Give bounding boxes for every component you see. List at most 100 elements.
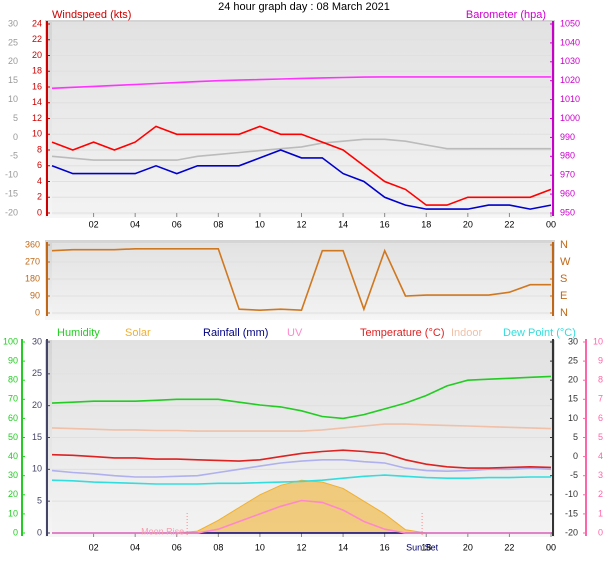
y-tick-label: 30	[568, 336, 578, 346]
y-tick-label: 10	[8, 508, 18, 518]
y-tick-label: 22	[32, 34, 42, 44]
y-tick-label: 270	[25, 256, 40, 266]
y-tick-label: 18	[32, 66, 42, 76]
y-tick-label: 0	[35, 307, 40, 317]
x-tick-label: 12	[296, 542, 306, 552]
y-tick-label: 8	[598, 375, 603, 385]
legend-label: UV	[287, 327, 303, 339]
y-tick-label: 1020	[560, 75, 580, 85]
y-tick-label: 1050	[560, 18, 580, 28]
y-tick-label: 7	[598, 394, 603, 404]
y-tick-label: 20	[8, 489, 18, 499]
y-tick-label: 1040	[560, 37, 580, 47]
y-tick-label: 10	[568, 413, 578, 423]
y-tick-label: 20	[32, 50, 42, 60]
y-tick-label: 70	[8, 394, 18, 404]
annotation: Moon Rise	[141, 526, 184, 536]
x-tick-label: 02	[89, 219, 99, 229]
y-tick-label: N	[560, 239, 568, 251]
y-tick-label: 8	[37, 144, 42, 154]
line	[51, 423, 552, 432]
y-tick-label: 0	[13, 527, 18, 537]
y-tick-label: W	[560, 256, 571, 268]
legend-label: Solar	[125, 327, 151, 339]
x-tick-label: 14	[338, 219, 348, 229]
y-tick-label: 25	[8, 37, 18, 47]
y-tick-label: -15	[5, 188, 18, 198]
y-tick-label: 10	[32, 129, 42, 139]
y-tick-label: 30	[32, 336, 42, 346]
y-tick-label: 60	[8, 413, 18, 423]
line	[51, 149, 552, 210]
x-tick-label: 20	[463, 542, 473, 552]
y-tick-label: 20	[32, 400, 42, 410]
x-tick-label: 04	[130, 542, 140, 552]
y-tick-label: 10	[593, 336, 603, 346]
y-tick-label: 90	[8, 355, 18, 365]
y-tick-label: 1000	[560, 113, 580, 123]
y-tick-label: -15	[565, 508, 578, 518]
y-tick-label: 30	[8, 18, 18, 28]
y-tick-label: 990	[560, 132, 575, 142]
x-tick-label: 18	[421, 219, 431, 229]
y-tick-label: 5	[37, 496, 42, 506]
y-tick-label: 15	[568, 394, 578, 404]
y-tick-label: 40	[8, 451, 18, 461]
y-tick-label: 5	[13, 113, 18, 123]
x-tick-label: 08	[213, 542, 223, 552]
y-tick-label: 3	[598, 470, 603, 480]
y-tick-label: 1010	[560, 94, 580, 104]
y-tick-label: 950	[560, 207, 575, 217]
x-tick-label: 06	[172, 219, 182, 229]
line	[51, 375, 552, 420]
x-tick-label: 02	[89, 542, 99, 552]
x-tick-label: 00	[546, 542, 556, 552]
y-tick-label: -20	[565, 527, 578, 537]
y-tick-label: 9	[598, 355, 603, 365]
y-tick-label: -5	[10, 151, 18, 161]
y-tick-label: 960	[560, 188, 575, 198]
x-tick-label: 10	[255, 219, 265, 229]
line	[51, 459, 552, 478]
y-tick-label: 100	[3, 336, 18, 346]
y-tick-label: 5	[573, 432, 578, 442]
y-tick-label: -20	[5, 207, 18, 217]
y-tick-label: 30	[8, 470, 18, 480]
y-tick-label: -10	[5, 170, 18, 180]
legend-label: Indoor	[451, 327, 483, 339]
y-tick-label: 6	[598, 413, 603, 423]
y-tick-label: 980	[560, 151, 575, 161]
line	[52, 499, 551, 534]
line	[51, 138, 551, 161]
y-tick-label: 0	[573, 451, 578, 461]
y-tick-label: 1	[598, 508, 603, 518]
y-tick-label: 24	[32, 18, 42, 28]
y-tick-label: 4	[37, 176, 42, 186]
line	[51, 474, 551, 485]
x-tick-label: 12	[296, 219, 306, 229]
page-title: 24 hour graph day : 08 March 2021	[218, 1, 390, 13]
windspeed-label: Windspeed (kts)	[52, 9, 131, 21]
y-tick-label: 0	[598, 527, 603, 537]
x-tick-label: 16	[380, 219, 390, 229]
x-tick-label: 04	[130, 219, 140, 229]
y-tick-label: 970	[560, 170, 575, 180]
y-tick-label: 20	[8, 56, 18, 66]
x-tick-label: 06	[172, 542, 182, 552]
legend-label: Dew Point (°C)	[503, 327, 576, 339]
y-tick-label: 25	[568, 355, 578, 365]
y-tick-label: E	[560, 290, 567, 302]
y-tick-label: 10	[32, 464, 42, 474]
y-tick-label: 10	[8, 94, 18, 104]
x-tick-label: 08	[213, 219, 223, 229]
y-tick-label: 14	[32, 97, 42, 107]
y-tick-label: 50	[8, 432, 18, 442]
y-tick-label: -5	[570, 470, 578, 480]
y-tick-label: 180	[25, 273, 40, 283]
y-tick-label: 0	[13, 132, 18, 142]
x-tick-label: 18	[421, 542, 431, 552]
y-tick-label: 360	[25, 239, 40, 249]
x-tick-label: 14	[338, 542, 348, 552]
line	[51, 76, 551, 90]
